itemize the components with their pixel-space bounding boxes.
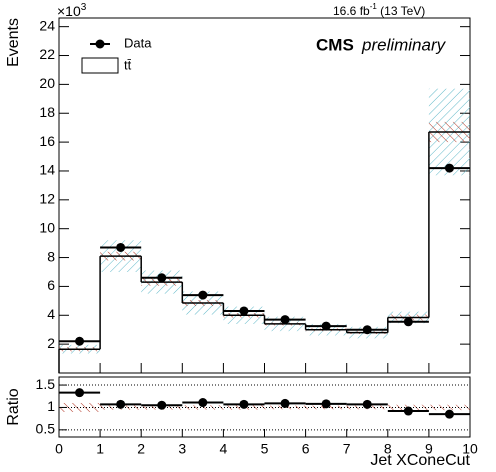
data-point bbox=[280, 315, 290, 325]
multiplier-base: ×10 bbox=[57, 3, 81, 19]
x-tick-label: 5 bbox=[261, 441, 269, 457]
y-tick-label: 1 bbox=[47, 398, 55, 414]
data-point bbox=[198, 290, 208, 300]
x-tick-label: 2 bbox=[137, 441, 145, 457]
y-multiplier: ×103 bbox=[57, 2, 87, 19]
y-tick-label: 10 bbox=[39, 219, 55, 235]
y-tick-label: 16 bbox=[39, 133, 55, 149]
data-point bbox=[75, 336, 85, 346]
experiment: CMS bbox=[316, 35, 354, 54]
data-point bbox=[444, 163, 454, 173]
ratio-band bbox=[182, 405, 224, 410]
x-tick-label: 4 bbox=[220, 441, 228, 457]
x-tick-label: 7 bbox=[343, 441, 351, 457]
ratio-band bbox=[59, 402, 101, 412]
data-point bbox=[157, 273, 167, 283]
y-tick-label: 18 bbox=[39, 104, 55, 120]
ratio-point bbox=[444, 409, 454, 419]
data-point bbox=[362, 325, 372, 335]
lumi: 16.6 fb-1 (13 TeV) bbox=[333, 2, 425, 18]
status: preliminary bbox=[361, 35, 447, 54]
lumi-suffix: (13 TeV) bbox=[377, 4, 425, 18]
legend-label: Data bbox=[124, 35, 152, 50]
legend-label: tt̄ bbox=[124, 57, 132, 72]
y-tick-label: 8 bbox=[47, 248, 55, 264]
y-axis-label: Ratio bbox=[5, 388, 22, 425]
y-tick-label: 2 bbox=[47, 335, 55, 351]
x-tick-label: 3 bbox=[178, 441, 186, 457]
y-tick-label: 1.5 bbox=[36, 376, 56, 392]
data-point bbox=[403, 317, 413, 327]
ratio-point bbox=[198, 398, 208, 408]
ratio-point bbox=[116, 399, 126, 409]
y-tick-label: 4 bbox=[47, 306, 55, 322]
data-point bbox=[321, 321, 331, 331]
ratio-point bbox=[403, 406, 413, 416]
x-tick-label: 8 bbox=[384, 441, 392, 457]
y-tick-label: 6 bbox=[47, 277, 55, 293]
y-axis-label: Events bbox=[5, 18, 22, 67]
data-point bbox=[239, 306, 249, 316]
y-tick-label: 24 bbox=[39, 17, 55, 33]
ratio-point bbox=[75, 388, 85, 398]
x-tick-label: 9 bbox=[425, 441, 433, 457]
y-tick-label: 14 bbox=[39, 162, 55, 178]
legend-box bbox=[81, 57, 119, 74]
ratio-point bbox=[321, 399, 331, 409]
ratio-point bbox=[239, 399, 249, 409]
x-axis-label: Jet XConeCut bbox=[370, 452, 470, 469]
x-tick-label: 1 bbox=[96, 441, 104, 457]
y-tick-label: 0.5 bbox=[36, 421, 56, 437]
data-point bbox=[116, 242, 126, 252]
lumi-text: 16.6 fb bbox=[333, 4, 370, 18]
x-tick-label: 0 bbox=[55, 441, 63, 457]
x-tick-label: 10 bbox=[462, 441, 478, 457]
multiplier-exp: 3 bbox=[81, 2, 87, 13]
ratio-point bbox=[280, 398, 290, 408]
ratio-point bbox=[157, 400, 167, 410]
y-tick-label: 20 bbox=[39, 75, 55, 91]
y-tick-label: 12 bbox=[39, 191, 55, 207]
lumi-exp: -1 bbox=[370, 2, 378, 11]
x-tick-label: 6 bbox=[302, 441, 310, 457]
ratio-point bbox=[362, 399, 372, 409]
y-tick-label: 22 bbox=[39, 46, 55, 62]
